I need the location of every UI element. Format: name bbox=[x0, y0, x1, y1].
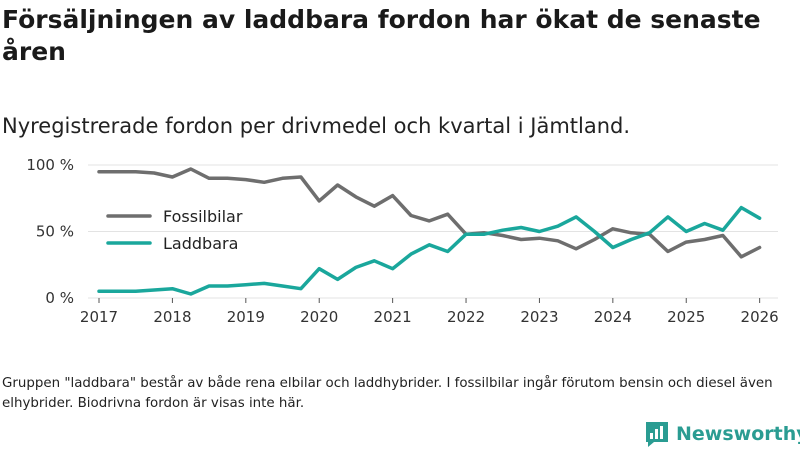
x-tick-label: 2026 bbox=[741, 308, 779, 326]
legend: Fossilbilar Laddbara bbox=[106, 207, 243, 253]
newsworthy-logo-icon bbox=[646, 422, 668, 447]
x-tick-label: 2023 bbox=[520, 308, 558, 326]
footnote: Gruppen "laddbara" består av både rena e… bbox=[2, 376, 773, 411]
chart-subtitle: Nyregistrerade fordon per drivmedel och … bbox=[2, 114, 631, 138]
x-tick-label: 2017 bbox=[80, 308, 118, 326]
y-tick-label: 100 % bbox=[26, 156, 74, 174]
y-axis: 0 % 50 % 100 % bbox=[26, 156, 74, 307]
newsworthy-logo[interactable]: Newsworthy bbox=[644, 420, 800, 448]
x-tick-label: 2024 bbox=[594, 308, 632, 326]
series-line-laddbara bbox=[97, 205, 762, 296]
x-tick-label: 2020 bbox=[300, 308, 338, 326]
y-tick-label: 0 % bbox=[45, 289, 74, 307]
line-chart: 0 % 50 % 100 % 2017 2018 2019 2020 2021 2022 202… bbox=[26, 156, 779, 326]
series-lines bbox=[97, 167, 762, 296]
x-tick-label: 2019 bbox=[227, 308, 265, 326]
brand-name: Newsworthy bbox=[676, 423, 800, 445]
y-tick-label: 50 % bbox=[36, 223, 74, 241]
gridlines bbox=[88, 164, 778, 299]
x-tick-label: 2021 bbox=[374, 308, 412, 326]
chart-title: Försäljningen av laddbara fordon har öka… bbox=[2, 5, 761, 66]
legend-label-laddbara: Laddbara bbox=[163, 234, 238, 253]
x-tick-label: 2022 bbox=[447, 308, 485, 326]
x-tick-label: 2025 bbox=[667, 308, 705, 326]
legend-label-fossilbilar: Fossilbilar bbox=[163, 207, 243, 226]
x-axis: 2017 2018 2019 2020 2021 2022 2023 2024 2025 2026 bbox=[80, 298, 779, 326]
x-tick-label: 2018 bbox=[153, 308, 191, 326]
